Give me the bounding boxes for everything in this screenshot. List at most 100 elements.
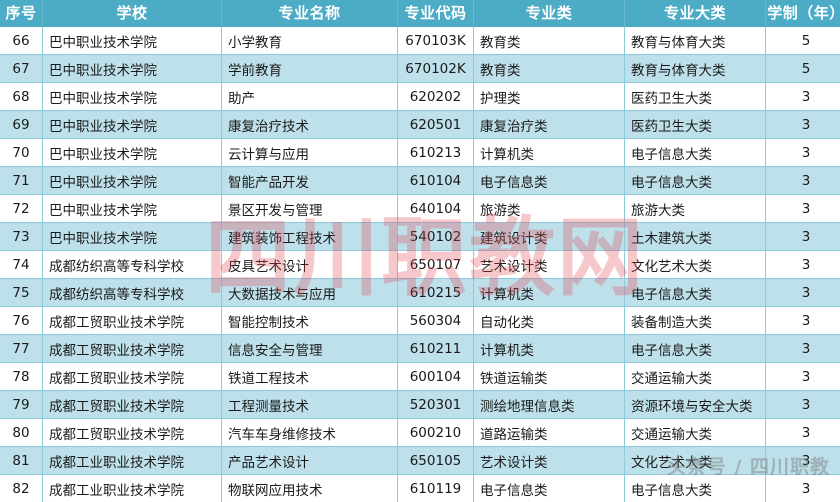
- cell-duration: 3: [766, 279, 840, 307]
- cell-major-category: 铁道运输类: [474, 363, 625, 391]
- cell-school: 成都工业职业技术学院: [43, 475, 222, 502]
- cell-school: 巴中职业技术学院: [43, 139, 222, 167]
- cell-index: 82: [0, 475, 43, 502]
- column-header-index[interactable]: 序号: [0, 0, 43, 27]
- cell-major-category: 测绘地理信息类: [474, 391, 625, 419]
- cell-duration: 3: [766, 335, 840, 363]
- column-header-major-category[interactable]: 专业类: [474, 0, 625, 27]
- cell-duration: 3: [766, 195, 840, 223]
- cell-index: 71: [0, 167, 43, 195]
- column-header-major-name[interactable]: 专业名称: [222, 0, 398, 27]
- cell-index: 77: [0, 335, 43, 363]
- column-header-major-code[interactable]: 专业代码: [398, 0, 474, 27]
- cell-major-category: 旅游类: [474, 195, 625, 223]
- cell-duration: 3: [766, 447, 840, 475]
- cell-major-big-category: 教育与体育大类: [625, 27, 766, 55]
- cell-major-big-category: 土木建筑大类: [625, 223, 766, 251]
- cell-duration: 3: [766, 475, 840, 502]
- cell-index: 75: [0, 279, 43, 307]
- cell-major-big-category: 电子信息大类: [625, 167, 766, 195]
- cell-school: 成都工贸职业技术学院: [43, 391, 222, 419]
- cell-duration: 3: [766, 251, 840, 279]
- cell-major-category: 教育类: [474, 27, 625, 55]
- cell-major-big-category: 电子信息大类: [625, 475, 766, 502]
- cell-major-big-category: 旅游大类: [625, 195, 766, 223]
- table-header: 序号 学校 专业名称 专业代码 专业类 专业大类 学制（年）: [0, 0, 840, 27]
- cell-major-name: 铁道工程技术: [222, 363, 398, 391]
- cell-duration: 5: [766, 27, 840, 55]
- column-header-school[interactable]: 学校: [43, 0, 222, 27]
- cell-major-name: 景区开发与管理: [222, 195, 398, 223]
- cell-major-name: 智能产品开发: [222, 167, 398, 195]
- cell-major-code: 520301: [398, 391, 474, 419]
- cell-major-name: 云计算与应用: [222, 139, 398, 167]
- cell-major-code: 670103K: [398, 27, 474, 55]
- cell-major-name: 建筑装饰工程技术: [222, 223, 398, 251]
- cell-major-name: 产品艺术设计: [222, 447, 398, 475]
- cell-major-category: 计算机类: [474, 335, 625, 363]
- cell-duration: 3: [766, 307, 840, 335]
- cell-school: 成都纺织高等专科学校: [43, 279, 222, 307]
- cell-major-big-category: 交通运输大类: [625, 363, 766, 391]
- cell-duration: 3: [766, 111, 840, 139]
- cell-index: 67: [0, 55, 43, 83]
- cell-major-category: 艺术设计类: [474, 447, 625, 475]
- cell-major-name: 皮具艺术设计: [222, 251, 398, 279]
- cell-major-category: 康复治疗类: [474, 111, 625, 139]
- cell-school: 巴中职业技术学院: [43, 223, 222, 251]
- cell-school: 成都工贸职业技术学院: [43, 419, 222, 447]
- cell-school: 成都工贸职业技术学院: [43, 363, 222, 391]
- cell-major-name: 助产: [222, 83, 398, 111]
- column-header-duration[interactable]: 学制（年）: [766, 0, 840, 27]
- cell-school: 巴中职业技术学院: [43, 111, 222, 139]
- cell-major-big-category: 资源环境与安全大类: [625, 391, 766, 419]
- cell-major-big-category: 电子信息大类: [625, 279, 766, 307]
- cell-school: 巴中职业技术学院: [43, 55, 222, 83]
- cell-major-big-category: 装备制造大类: [625, 307, 766, 335]
- cell-school: 成都工贸职业技术学院: [43, 307, 222, 335]
- cell-major-code: 600104: [398, 363, 474, 391]
- cell-major-code: 640104: [398, 195, 474, 223]
- cell-major-category: 艺术设计类: [474, 251, 625, 279]
- cell-school: 巴中职业技术学院: [43, 83, 222, 111]
- cell-major-category: 道路运输类: [474, 419, 625, 447]
- cell-index: 68: [0, 83, 43, 111]
- cell-school: 巴中职业技术学院: [43, 167, 222, 195]
- cell-school: 成都纺织高等专科学校: [43, 251, 222, 279]
- cell-major-category: 计算机类: [474, 139, 625, 167]
- cell-major-code: 650107: [398, 251, 474, 279]
- cell-major-big-category: 电子信息大类: [625, 335, 766, 363]
- column-header-major-big-category[interactable]: 专业大类: [625, 0, 766, 27]
- cell-major-name: 工程测量技术: [222, 391, 398, 419]
- cell-major-code: 650105: [398, 447, 474, 475]
- cell-duration: 3: [766, 83, 840, 111]
- cell-duration: 5: [766, 55, 840, 83]
- cell-major-category: 自动化类: [474, 307, 625, 335]
- cell-school: 成都工业职业技术学院: [43, 447, 222, 475]
- cell-major-code: 610213: [398, 139, 474, 167]
- cell-index: 74: [0, 251, 43, 279]
- cell-index: 73: [0, 223, 43, 251]
- cell-index: 76: [0, 307, 43, 335]
- cell-index: 81: [0, 447, 43, 475]
- cell-major-code: 540102: [398, 223, 474, 251]
- cell-major-category: 电子信息类: [474, 475, 625, 502]
